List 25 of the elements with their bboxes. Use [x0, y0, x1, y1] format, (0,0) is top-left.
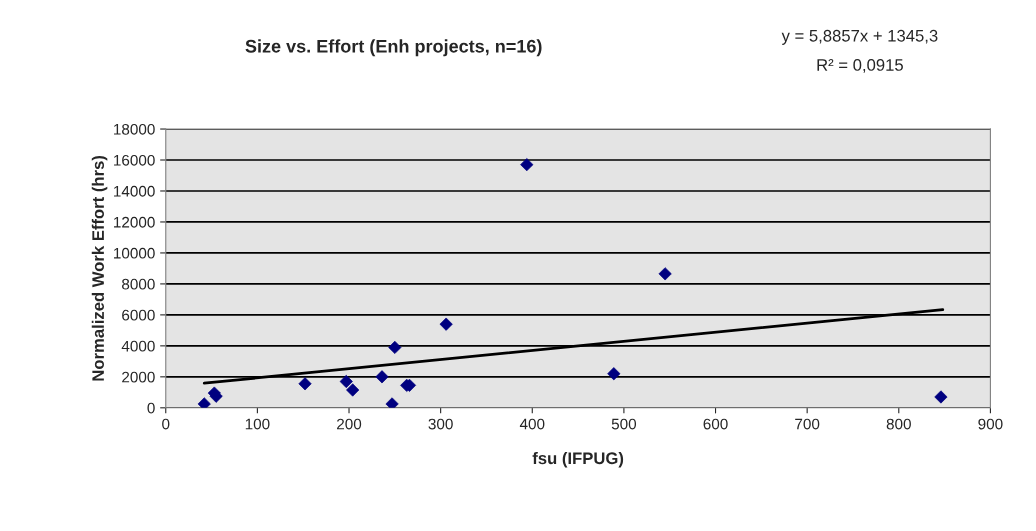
chart-title: Size vs. Effort (Enh projects, n=16) [245, 39, 542, 57]
x-tick-label: 800 [886, 418, 911, 430]
x-tick-label: 200 [337, 418, 362, 430]
x-tick-label: 300 [428, 418, 453, 430]
x-axis-title: fsu (IFPUG) [532, 451, 624, 468]
x-tick-label: 700 [795, 418, 820, 430]
x-tick-label: 100 [245, 418, 270, 430]
x-tick-label: 0 [162, 418, 170, 430]
y-axis-title: Normalized Work Effort (hrs) [91, 155, 108, 381]
y-tick-label: 14000 [114, 185, 155, 197]
y-tick-label: 16000 [114, 154, 155, 166]
x-tick-label: 400 [519, 418, 545, 430]
y-tick-label: 10000 [114, 247, 155, 259]
y-tick-label: 12000 [114, 216, 155, 228]
x-tick-label: 900 [978, 418, 1003, 430]
y-tick-label: 2000 [122, 371, 155, 383]
y-tick-label: 18000 [114, 123, 155, 135]
text: y = 5,8857x + 1345,3 [781, 29, 938, 45]
y-tick-label: 6000 [122, 309, 155, 321]
y-tick-label: 0 [147, 402, 155, 414]
text: R² = 0,0915 [817, 59, 903, 73]
x-tick-label: 500 [611, 418, 637, 430]
y-tick-label: 8000 [122, 278, 155, 290]
x-tick-label: 600 [703, 418, 728, 430]
y-tick-label: 4000 [121, 340, 155, 352]
